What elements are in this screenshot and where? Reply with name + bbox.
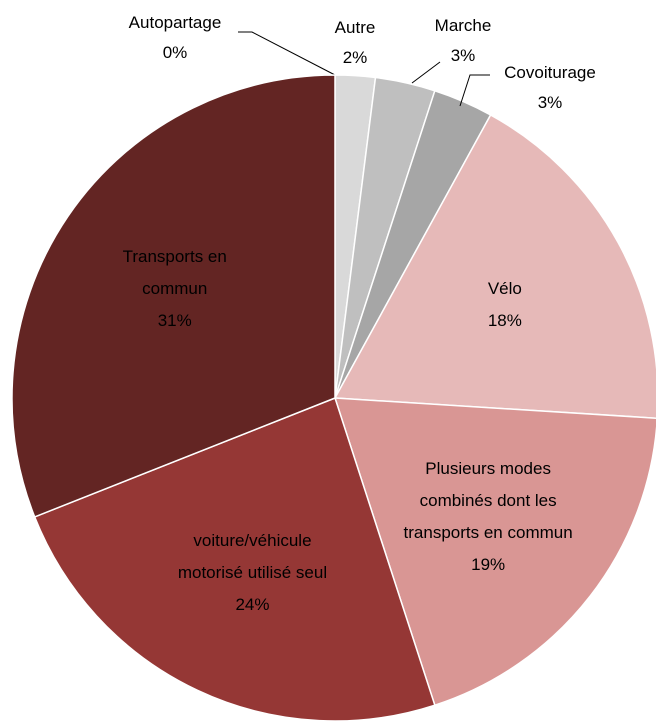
- category-label: Plusieurs modes combinés dont les transp…: [403, 458, 573, 542]
- value-label: 18%: [487, 310, 522, 330]
- value-label: 24%: [235, 595, 270, 615]
- data-label: voiture/véhicule motorisé utilisé seul 24…: [160, 525, 345, 621]
- value-label: 19%: [471, 554, 506, 574]
- category-label: Autre: [334, 18, 376, 37]
- data-label: Autre 2%: [315, 13, 395, 73]
- data-label: Marche 3%: [413, 11, 513, 71]
- category-label: Vélo: [487, 278, 522, 298]
- value-label: 3%: [537, 93, 563, 112]
- category-label: voiture/véhicule motorisé utilisé seul: [177, 531, 328, 583]
- leader-line: [238, 31, 336, 76]
- value-label: 0%: [162, 43, 188, 62]
- category-label: Marche: [434, 16, 492, 35]
- data-label: Covoiturage 3%: [485, 58, 615, 118]
- pie-slice: [333, 397, 656, 707]
- data-label: Vélo 18%: [445, 273, 565, 337]
- data-label: Plusieurs modes combinés dont les transp…: [388, 453, 588, 581]
- category-label: Covoiturage: [504, 63, 596, 82]
- data-label: Autopartage 0%: [95, 8, 255, 68]
- value-label: 3%: [450, 46, 476, 65]
- pie-slice: [333, 113, 656, 419]
- data-label: Transports en commun 31%: [95, 241, 255, 337]
- pie-slice: [11, 74, 336, 518]
- leader-line: [459, 74, 490, 107]
- leader-line: [411, 61, 441, 84]
- value-label: 31%: [157, 311, 192, 331]
- category-label: Autopartage: [128, 13, 222, 32]
- value-label: 2%: [342, 48, 368, 67]
- category-label: Transports en commun: [122, 247, 227, 299]
- pie-slice: [33, 397, 436, 722]
